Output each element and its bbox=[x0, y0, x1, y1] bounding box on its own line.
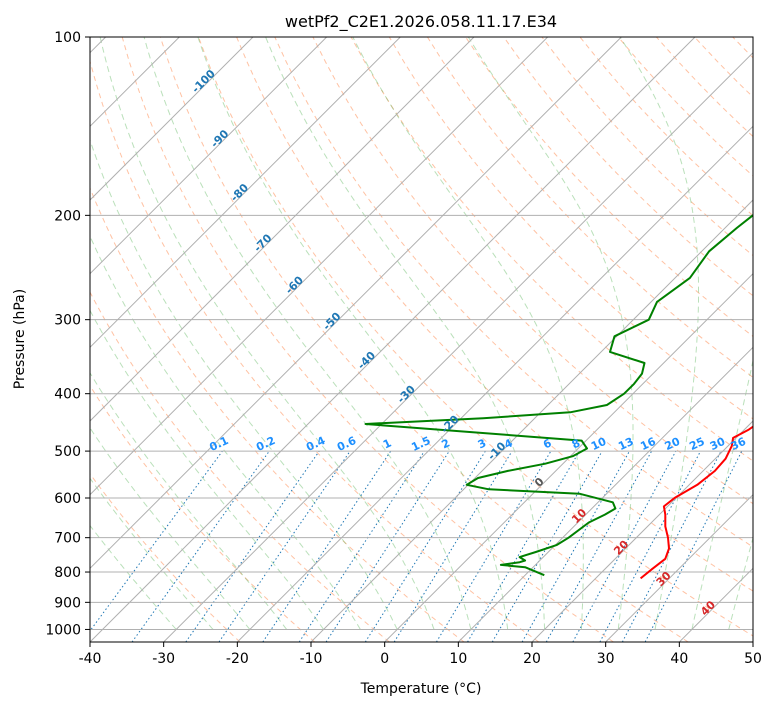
x-tick-label: 0 bbox=[380, 651, 389, 667]
x-tick-label: -30 bbox=[152, 651, 175, 667]
mixing-ratio-label: 30 bbox=[708, 435, 728, 453]
x-tick-label: 30 bbox=[597, 651, 615, 667]
moist-adiabat-line bbox=[728, 536, 753, 630]
dry-adiabat-line bbox=[90, 472, 241, 642]
moist-adiabat-line bbox=[691, 358, 753, 630]
isotherm-line bbox=[90, 37, 622, 570]
dry-adiabat-line bbox=[388, 37, 753, 420]
x-tick-label: 20 bbox=[523, 651, 541, 667]
dry-adiabat-line bbox=[350, 37, 753, 462]
mixing-ratio-line bbox=[364, 450, 486, 642]
moist-adiabat-line bbox=[90, 371, 288, 630]
moist-adiabat-line bbox=[197, 37, 509, 630]
moist-adiabat-line bbox=[352, 37, 584, 630]
mixing-ratio-label: 13 bbox=[616, 435, 635, 453]
mixing-ratio-line bbox=[218, 450, 351, 642]
profiles bbox=[364, 213, 753, 580]
moist-adiabat-line bbox=[90, 524, 177, 630]
chart-title: wetPf2_C2E1.2026.058.11.17.E34 bbox=[285, 12, 557, 32]
y-tick-label: 800 bbox=[54, 565, 81, 581]
isotherm-line bbox=[90, 37, 401, 349]
isotherm-line bbox=[90, 37, 549, 496]
moist-adiabat-line bbox=[99, 37, 435, 630]
mixing-ratio-lines bbox=[90, 450, 743, 642]
mixing-ratio-line bbox=[491, 450, 603, 642]
dry-adiabat-line bbox=[90, 384, 316, 642]
temperature-profile bbox=[639, 425, 753, 580]
mixing-ratio-line bbox=[572, 450, 677, 642]
mixing-ratio-line bbox=[325, 450, 450, 642]
x-tick-label: -40 bbox=[79, 651, 102, 667]
y-tick-label: 200 bbox=[54, 208, 81, 224]
plot-frame bbox=[89, 36, 754, 643]
isotherm-line bbox=[90, 37, 328, 275]
moist-adiabats bbox=[90, 37, 753, 630]
axis-ticks: -40 -30 -20 -10 0 10 20 30 40 50 100 200 300 400 500 60… bbox=[45, 30, 762, 667]
dry-adiabat-line bbox=[312, 37, 753, 505]
isotherm-line bbox=[531, 420, 753, 642]
mixing-ratio-line bbox=[185, 450, 320, 642]
isotherm-line bbox=[384, 272, 753, 642]
y-axis-label: Pressure (hPa) bbox=[12, 289, 28, 389]
x-tick-label: -20 bbox=[226, 651, 249, 667]
x-tick-label: 10 bbox=[449, 651, 467, 667]
dry-adiabat-line bbox=[236, 37, 753, 592]
grid-lines bbox=[90, 37, 753, 642]
moist-adiabat-line bbox=[90, 309, 324, 630]
y-tick-label: 500 bbox=[54, 444, 81, 460]
isotherm-line bbox=[90, 37, 475, 422]
y-tick-label: 1000 bbox=[45, 622, 81, 638]
moist-adiabat-line bbox=[467, 37, 634, 630]
moist-adiabat-line bbox=[143, 37, 472, 630]
mixing-ratio-label: 36 bbox=[729, 435, 749, 453]
mixing-ratio-label: 25 bbox=[687, 435, 706, 453]
moist-adiabat-line bbox=[90, 235, 361, 630]
isotherm-line bbox=[90, 37, 696, 642]
mixing-ratio-line bbox=[467, 450, 580, 642]
y-tick-label: 600 bbox=[54, 491, 81, 507]
moist-adiabat-line bbox=[90, 138, 398, 630]
moist-adiabat-line bbox=[90, 477, 214, 630]
x-tick-label: 50 bbox=[744, 651, 762, 667]
moist-adiabat-line bbox=[90, 427, 251, 630]
dry-adiabat-line bbox=[90, 291, 390, 642]
dry-adiabat-line bbox=[90, 186, 465, 642]
isotherm-line bbox=[236, 125, 753, 642]
dry-adiabat-line bbox=[274, 37, 753, 548]
y-tick-label: 400 bbox=[54, 387, 81, 403]
x-axis-label: Temperature (°C) bbox=[360, 681, 482, 697]
moist-adiabat-line bbox=[619, 37, 699, 630]
isotherm-line bbox=[163, 51, 753, 642]
dewpoint-profile bbox=[364, 213, 753, 577]
y-tick-label: 900 bbox=[54, 595, 81, 611]
x-tick-label: -10 bbox=[300, 651, 323, 667]
mixing-ratio-line bbox=[435, 450, 552, 642]
mixing-ratio-label: 10 bbox=[589, 435, 609, 453]
mixing-ratio-line bbox=[393, 450, 513, 642]
y-tick-label: 700 bbox=[54, 531, 81, 547]
mixing-ratio-line bbox=[521, 450, 630, 642]
dry-adiabat-line bbox=[90, 59, 540, 642]
y-tick-label: 100 bbox=[54, 30, 81, 46]
isotherm-line bbox=[457, 346, 753, 642]
dry-adiabat-line bbox=[121, 37, 614, 642]
y-tick-label: 300 bbox=[54, 313, 81, 329]
dry-adiabat-line bbox=[503, 37, 753, 297]
isotherm-line bbox=[605, 493, 753, 642]
mixing-ratio-label: 20 bbox=[663, 435, 683, 453]
mixing-ratio-label: 16 bbox=[638, 435, 658, 453]
moist-adiabat-line bbox=[265, 37, 546, 630]
x-tick-label: 40 bbox=[670, 651, 688, 667]
isotherm-line bbox=[90, 37, 254, 201]
